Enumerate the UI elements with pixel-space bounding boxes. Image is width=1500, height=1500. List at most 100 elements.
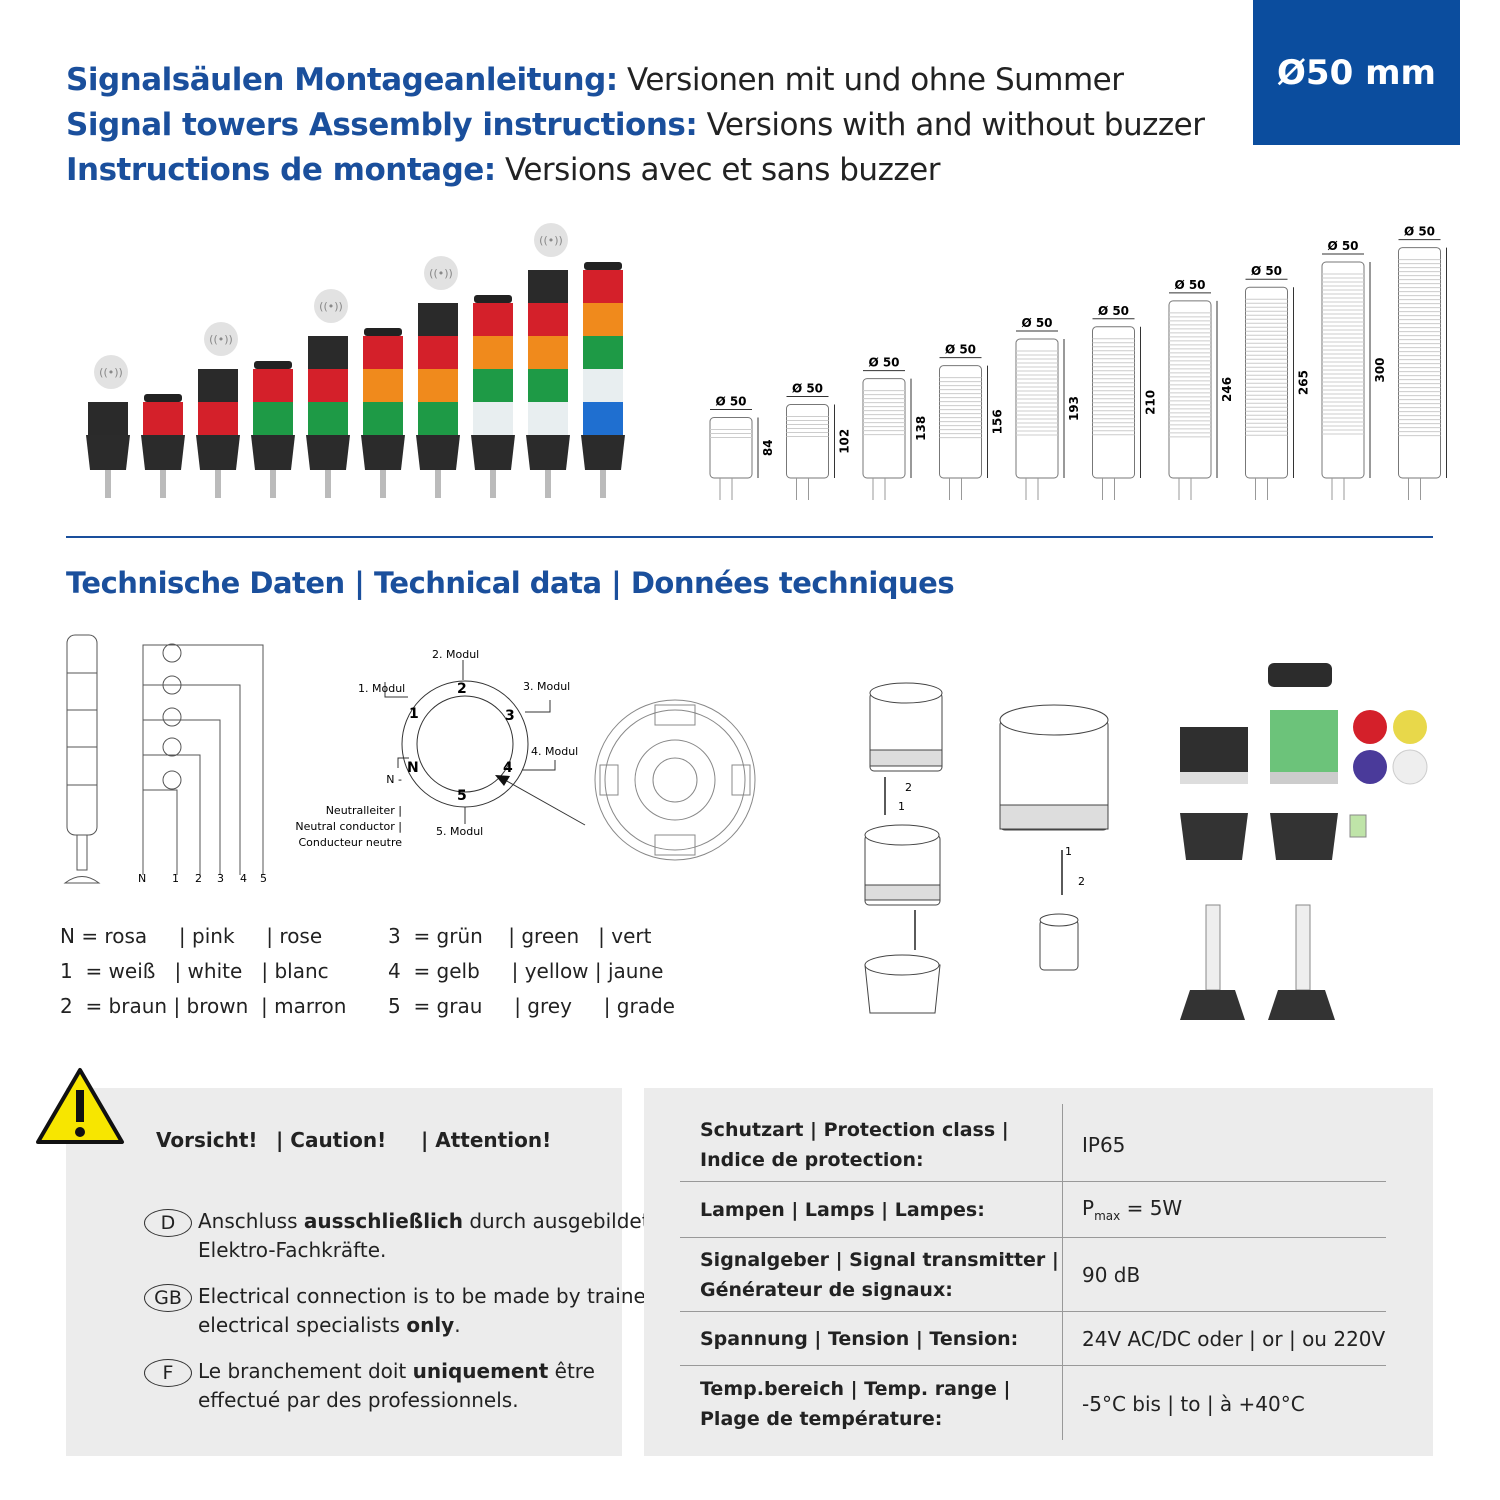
tower-module-red [253, 369, 293, 402]
tower-module-buzzer [418, 303, 458, 336]
tower-pole [105, 470, 111, 498]
tower-base [526, 435, 570, 470]
svg-text:((•)): ((•)) [429, 267, 453, 280]
signal-tower: ((•)) [416, 256, 460, 498]
neutral-fr: Conducteur neutre [298, 836, 402, 849]
height-label: 300 [1373, 357, 1387, 382]
label-modul-4: 4. Modul [531, 745, 578, 758]
signal-tower: ((•)) [196, 322, 240, 498]
caution-fr: | Attention! [421, 1128, 552, 1152]
ring-mark-n: N [407, 760, 419, 776]
ring-mark-2: 2 [457, 681, 467, 697]
tower-photos: ((•)) ((•)) ((•)) ((•)) ((•)) [86, 223, 625, 498]
spec-value-p: P [1082, 1196, 1095, 1220]
dimension-drawing: Ø 50 265 [1245, 264, 1311, 500]
tower-module-white [583, 369, 623, 402]
tower-cap [474, 295, 512, 303]
signal-tower: ((•)) [306, 289, 350, 498]
caution-de: Vorsicht! [156, 1128, 258, 1152]
dimension-drawing: Ø 50 138 [862, 356, 928, 500]
tower-pole [270, 470, 276, 498]
signal-tower [471, 295, 515, 498]
diameter-label: Ø 50 [715, 395, 746, 409]
lang-badge-d: D [144, 1209, 192, 1237]
tower-module-green [363, 402, 403, 435]
tower-module-red [418, 336, 458, 369]
tower-module-red [143, 402, 183, 435]
tower-module-buzzer [308, 336, 348, 369]
spec-value: IP65 [1082, 1132, 1126, 1157]
spec-row-signal: Signalgeber | Signal transmitter | Génér… [680, 1238, 1386, 1312]
tower-base [416, 435, 460, 470]
spec-value-sub: max [1094, 1209, 1121, 1223]
ring-mark-4: 4 [503, 760, 513, 776]
dimension-drawings: Ø 50 84 Ø 50 102 Ø 50 138 Ø 50 156 Ø 50 193 Ø 50 21… [709, 225, 1451, 500]
module-ring-diagram: 2 1 3 4 5 N 2. Modul 1. Modul 3. Modul 4… [295, 648, 756, 861]
tower-pole [325, 470, 331, 498]
spec-value: 90 dB [1082, 1262, 1141, 1287]
tower-outline [1245, 286, 1288, 479]
tower-module-green [583, 336, 623, 369]
tower-module-buzzer [198, 369, 238, 402]
note-de-post: durch ausgebildete Elektro-Fachkräfte. [198, 1209, 662, 1262]
tower-module-red [528, 303, 568, 336]
tower-pole [600, 470, 606, 498]
terminal-2: 2 [195, 872, 202, 885]
height-label: 138 [914, 416, 928, 441]
tower-outline [1398, 247, 1441, 479]
spec-key: Temp.bereich | Temp. range | Plage de te… [700, 1378, 1011, 1430]
dimension-drawing: Ø 50 300 [1321, 239, 1387, 500]
spec-row-temperature: Temp.bereich | Temp. range | Plage de te… [680, 1366, 1386, 1442]
neutral-de: Neutralleiter | [326, 804, 402, 817]
caution-en: | Caution! [276, 1128, 387, 1152]
buzzer-icon: ((•)) [204, 322, 238, 356]
lang-badge-f: F [144, 1359, 192, 1387]
tower-module-green [473, 369, 513, 402]
svg-text:((•)): ((•)) [539, 234, 563, 247]
tower-pole [215, 470, 221, 498]
section-title: Technische Daten | Technical data | Donn… [66, 566, 955, 600]
tower-base [306, 435, 350, 470]
step-1-label: 1 [898, 800, 905, 813]
diameter-label: Ø 50 [868, 356, 899, 370]
tower-module-white [473, 402, 513, 435]
terminal-n: N [138, 872, 146, 885]
tower-outline [786, 404, 829, 479]
tower-module-red [473, 303, 513, 336]
dimension-drawing: Ø 50 210 [1092, 304, 1158, 500]
height-label: 246 [1220, 377, 1234, 402]
note-gb-pre: Electrical connection is to be made by t… [198, 1284, 659, 1337]
tower-module-green [253, 402, 293, 435]
height-label: 102 [838, 429, 852, 454]
spec-row-lamps: Lampen | Lamps | Lampes: Pmax = 5W [680, 1182, 1386, 1238]
dimension-drawing: Ø 50 84 [709, 395, 775, 500]
tower-base [196, 435, 240, 470]
terminal-1: 1 [172, 872, 179, 885]
svg-text:((•)): ((•)) [209, 333, 233, 346]
tower-module-orange [363, 369, 403, 402]
note-f-post: être effectué par des professionnels. [198, 1359, 595, 1412]
tower-module-buzzer [88, 402, 128, 435]
height-label: 84 [761, 439, 775, 456]
legend-n: N = rosa | pink | rose [60, 924, 323, 948]
height-label: 320 [1450, 350, 1451, 375]
spec-key: Signalgeber | Signal transmitter | Génér… [700, 1248, 1059, 1301]
signal-tower [581, 262, 625, 498]
note-de-pre: Anschluss [198, 1209, 304, 1233]
buzzer-icon: ((•)) [314, 289, 348, 323]
tower-module-orange [418, 369, 458, 402]
spec-key: Lampen | Lamps | Lampes: [700, 1198, 985, 1221]
legend-1: 1 = weiß | white | blanc [60, 959, 329, 983]
signal-tower [361, 328, 405, 498]
tower-module-red [198, 402, 238, 435]
tower-cap [144, 394, 182, 402]
signal-tower: ((•)) [526, 223, 570, 498]
ring-mark-5: 5 [457, 788, 467, 804]
lang-badge-gb: GB [144, 1284, 192, 1312]
tower-module-white [528, 402, 568, 435]
height-label: 193 [1067, 396, 1081, 421]
tower-base [581, 435, 625, 470]
spec-value: Pmax = 5W [1062, 1196, 1182, 1223]
buzzer-icon: ((•)) [534, 223, 568, 257]
tower-module-orange [473, 336, 513, 369]
